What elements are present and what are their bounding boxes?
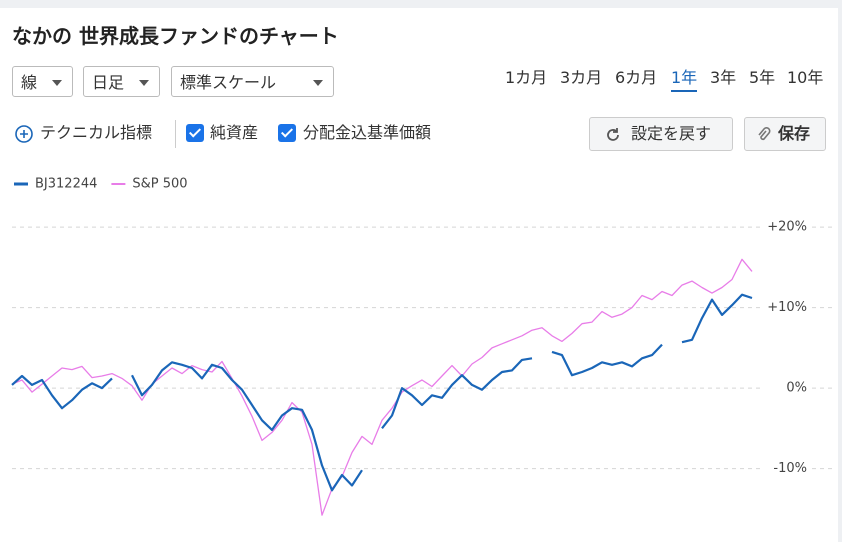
right-bar (838, 0, 842, 542)
clip-icon (758, 127, 771, 141)
y-tick-label: -10% (773, 461, 807, 476)
series-line (11, 293, 753, 492)
dropdown[interactable]: 線 (12, 66, 73, 97)
reset-button[interactable]: 設定を戻す (589, 117, 733, 151)
tick-label-bg (764, 459, 810, 478)
period-button[interactable]: 5年 (749, 68, 776, 87)
reset-label: 設定を戻す (631, 124, 712, 143)
dropdown[interactable]: 日足 (83, 66, 160, 97)
period-button[interactable]: 3年 (710, 68, 737, 87)
tick-label-bg (764, 218, 810, 237)
save-label: 保存 (778, 124, 811, 143)
legend-label: S&P 500 (132, 177, 187, 192)
reset-icon (607, 128, 619, 141)
save-button[interactable]: 保存 (744, 117, 826, 151)
period-button[interactable]: 1カ月 (505, 68, 548, 87)
top-bar (0, 0, 842, 8)
checkbox-label[interactable]: 純資産 (210, 123, 259, 142)
checkbox[interactable] (186, 124, 204, 142)
y-tick-label: +10% (767, 300, 807, 315)
tick-label-bg (764, 379, 810, 398)
period-button[interactable]: 1年 (671, 66, 698, 92)
divider (175, 120, 176, 148)
plus-icon[interactable] (14, 124, 34, 144)
period-button[interactable]: 3カ月 (560, 68, 603, 87)
y-tick-label: +20% (767, 220, 807, 235)
dropdown[interactable]: 標準スケール (171, 66, 334, 97)
series-line (11, 258, 753, 516)
tick-label-bg (764, 298, 810, 317)
checkbox-label[interactable]: 分配金込基準価額 (303, 123, 432, 142)
legend-label: BJ312244 (35, 177, 97, 192)
title: なかの 世界成長ファンドのチャート (12, 24, 339, 48)
period-button[interactable]: 6カ月 (615, 68, 658, 87)
checkbox[interactable] (278, 124, 296, 142)
period-button[interactable]: 10年 (787, 68, 824, 87)
technical-link[interactable]: テクニカル指標 (40, 123, 153, 142)
y-tick-label: 0% (786, 381, 807, 396)
